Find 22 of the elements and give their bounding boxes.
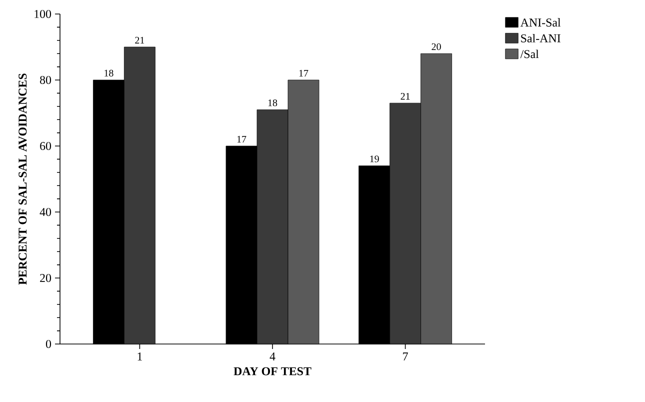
legend-label: Sal-ANI [521, 34, 560, 42]
annotation: 17 [299, 70, 308, 76]
x-tick-label: 1 [138, 352, 142, 360]
y-tick-label: 0 [46, 340, 52, 348]
annotation: 17 [237, 136, 246, 142]
annotation: 20 [432, 43, 441, 50]
x-tick-label: 7 [403, 352, 408, 360]
y-tick-label: 100 [34, 10, 52, 18]
y-axis-title: PERCENT OF SAL-SAL AVOIDANCES [18, 74, 27, 285]
x-axis-title: DAY OF TEST [234, 367, 312, 376]
annotation: 21 [135, 36, 144, 44]
x-tick-label: 4 [270, 352, 276, 360]
annotation: 21 [400, 92, 410, 100]
annotation: 18 [104, 70, 114, 76]
legend-label: ANI-Sal [520, 18, 561, 27]
y-tick-label: 20 [40, 274, 52, 282]
annotation: 18 [268, 99, 278, 106]
annotation: 19 [370, 156, 379, 162]
legend-label: /Sal [520, 50, 539, 58]
y-tick-label: 40 [40, 208, 52, 216]
y-tick-label: 80 [40, 76, 52, 84]
y-tick-label: 60 [40, 142, 52, 150]
